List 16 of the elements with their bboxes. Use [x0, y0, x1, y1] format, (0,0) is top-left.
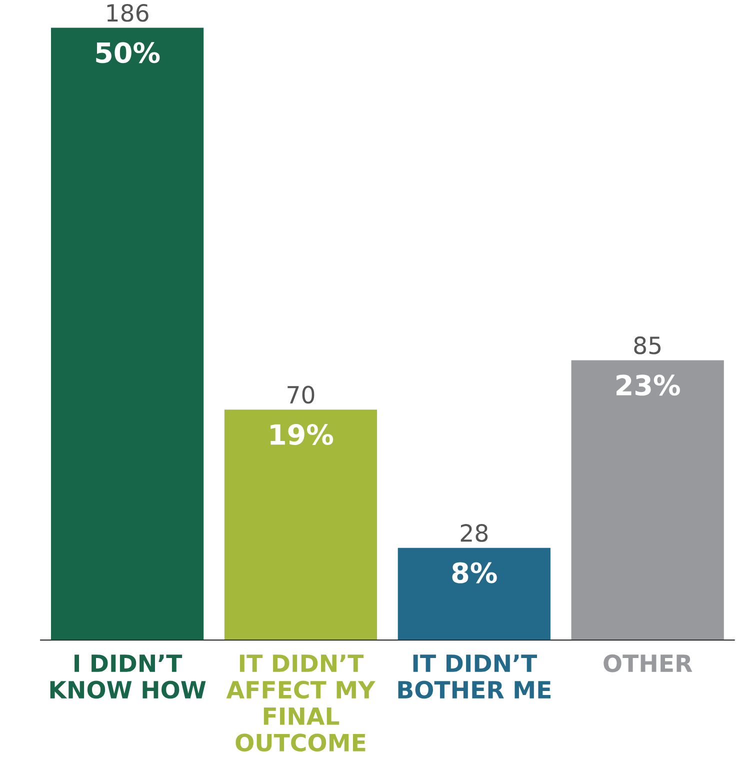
data-label: 186: [107, 4, 148, 22]
x-tick-label: I DIDN’T KNOW HOW: [50, 654, 206, 699]
x-tick-label: OTHER: [604, 654, 692, 672]
annotation: 8%: [452, 562, 497, 584]
data-label: 70: [288, 386, 314, 404]
x-tick-label: IT DIDN’T BOTHER ME: [398, 654, 550, 699]
data-label: 85: [634, 336, 661, 354]
data-label: 28: [460, 524, 488, 542]
x-tick-label: IT DIDN’T AFFECT MY FINAL OUTCOME: [226, 654, 376, 752]
bar: [50, 28, 204, 640]
annotation: 50%: [96, 42, 160, 64]
bar: [224, 410, 378, 640]
annotation: 19%: [270, 424, 334, 446]
bar: [398, 548, 550, 640]
annotation: 23%: [616, 374, 680, 396]
bar: [571, 360, 724, 640]
